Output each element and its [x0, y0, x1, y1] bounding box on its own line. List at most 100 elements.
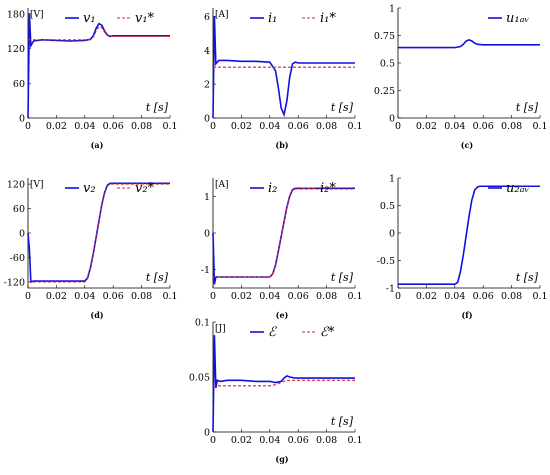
y-tick-label: 0.75	[374, 31, 395, 42]
y-tick-label: 120	[7, 180, 25, 191]
y-tick-label: 0	[204, 229, 210, 240]
panel-e: 0 0.02 0.04 0.06 0.08 0.1 -1 0 1 [A] t [s] i₂ i₂* (e)	[201, 178, 363, 320]
y-tick-label: 0	[389, 229, 395, 240]
legend-label: v₁*	[135, 11, 155, 26]
panel-caption: (d)	[90, 310, 103, 320]
x-tick-label: 0.04	[444, 121, 465, 132]
x-tick-label: 0.08	[316, 435, 337, 446]
x-tick-label: 0.1	[347, 291, 362, 302]
y-tick-label: -60	[10, 253, 25, 264]
legend-label: v₁	[83, 11, 96, 26]
x-tick-label: 0.1	[162, 121, 177, 132]
y-tick-label: 0	[204, 114, 210, 125]
x-tick-label: 0.02	[416, 291, 437, 302]
y-tick-label: 120	[7, 44, 25, 55]
x-tick-label: 0.08	[316, 291, 337, 302]
axes-a: 0 0.02 0.04 0.06 0.08 0.1 0 60 120 180	[7, 8, 178, 132]
panel-caption: (g)	[275, 454, 288, 464]
y-tick-label: 0	[19, 229, 25, 240]
x-tick-label: 0	[210, 435, 216, 446]
legend-a: v₁ v₁*	[65, 11, 155, 26]
y-tick-label: 0.25	[374, 86, 395, 97]
legend-label: ℰ*	[320, 325, 335, 340]
panel-c: 0 0.02 0.04 0.06 0.08 0.1 0 0.25 0.5 0.75 1 t [s] u₁…	[374, 4, 548, 151]
x-tick-label: 0.08	[501, 291, 522, 302]
y-tick-label: 1	[389, 174, 395, 185]
x-axis-label: t [s]	[331, 101, 354, 114]
legend-label: v₂*	[135, 181, 155, 196]
panel-caption: (f)	[461, 310, 472, 320]
x-tick-label: 0.06	[288, 435, 309, 446]
x-tick-label: 0	[25, 121, 31, 132]
panel-caption: (c)	[461, 140, 474, 150]
x-tick-label: 0.04	[74, 121, 95, 132]
y-tick-label: 1	[204, 192, 210, 203]
panel-caption: (a)	[91, 140, 104, 150]
legend-g: ℰ ℰ*	[250, 325, 335, 340]
x-axis-label: t [s]	[516, 101, 539, 114]
panel-caption: (e)	[276, 310, 289, 320]
panel-f: 0 0.02 0.04 0.06 0.08 0.1 -1 -0.5 0 0.5 1 t [s] u₂ₐᵥ…	[377, 174, 548, 321]
x-tick-label: 0.06	[288, 121, 309, 132]
panel-d: 0 0.02 0.04 0.06 0.08 0.1 -120 -60 0 60 120 [V] t [s…	[4, 178, 178, 320]
x-tick-label: 0.08	[501, 121, 522, 132]
y-tick-label: 2	[204, 80, 210, 91]
series-line-u2av	[398, 185, 540, 285]
x-tick-label: 0	[210, 121, 216, 132]
y-tick-label: -0.5	[377, 256, 395, 267]
y-tick-label: 0.05	[189, 373, 210, 384]
panel-caption: (b)	[275, 140, 288, 150]
x-axis-label: t [s]	[331, 271, 354, 284]
x-tick-label: 0.08	[131, 291, 152, 302]
x-tick-label: 0.02	[231, 435, 252, 446]
x-tick-label: 0.06	[103, 291, 124, 302]
series-line-E	[212, 335, 355, 433]
y-tick-label: 180	[7, 9, 25, 20]
x-tick-label: 0.06	[473, 291, 494, 302]
panel-g: 0 0.02 0.04 0.06 0.08 0.1 0 0.05 0.1 [J] t [s] ℰ ℰ* (…	[189, 318, 363, 465]
y-unit-label: [V]	[30, 180, 44, 190]
axes-g: 0 0.02 0.04 0.06 0.08 0.1 0 0.05 0.1	[189, 318, 363, 447]
x-axis-label: t [s]	[146, 101, 169, 114]
x-axis-label: t [s]	[516, 271, 539, 284]
x-axis-label: t [s]	[146, 271, 169, 284]
x-tick-label: 0.04	[259, 435, 280, 446]
x-tick-label: 0.02	[231, 291, 252, 302]
x-tick-label: 0	[395, 291, 401, 302]
y-tick-label: 60	[13, 79, 25, 90]
y-tick-label: 4	[204, 46, 210, 57]
x-tick-label: 0.06	[288, 291, 309, 302]
x-tick-label: 0.1	[347, 435, 362, 446]
y-tick-label: 0	[204, 428, 210, 439]
y-tick-label: 0.1	[195, 318, 210, 329]
series-line-v1*	[28, 25, 170, 41]
series-line-v2*	[28, 183, 170, 283]
legend-label: i₁	[268, 11, 277, 26]
y-unit-label: [A]	[215, 10, 229, 20]
y-tick-label: -1	[386, 284, 395, 295]
x-axis-label: t [s]	[331, 415, 354, 428]
legend-b: i₁ i₁*	[250, 11, 336, 26]
legend-label: i₂*	[320, 181, 336, 196]
x-tick-label: 0.04	[74, 291, 95, 302]
legend-label: u₁ₐᵥ	[506, 11, 529, 26]
x-tick-label: 0	[395, 121, 401, 132]
legend-label: i₁*	[320, 11, 336, 26]
series-line-i2	[212, 187, 355, 285]
x-tick-label: 0.08	[316, 121, 337, 132]
x-tick-label: 0	[25, 291, 31, 302]
x-tick-label: 0.02	[231, 121, 252, 132]
y-tick-label: -120	[4, 277, 25, 288]
y-tick-label: 60	[13, 204, 25, 215]
y-tick-label: 0	[389, 114, 395, 125]
legend-label: v₂	[83, 181, 96, 196]
legend-label: u₂ₐᵥ	[506, 181, 529, 196]
series-line-E*	[213, 379, 355, 387]
x-tick-label: 0.1	[532, 291, 547, 302]
y-unit-label: [A]	[215, 180, 229, 190]
axes-f: 0 0.02 0.04 0.06 0.08 0.1 -1 -0.5 0 0.5 1	[377, 174, 548, 303]
y-unit-label: [J]	[215, 324, 226, 334]
x-tick-label: 0.04	[444, 291, 465, 302]
